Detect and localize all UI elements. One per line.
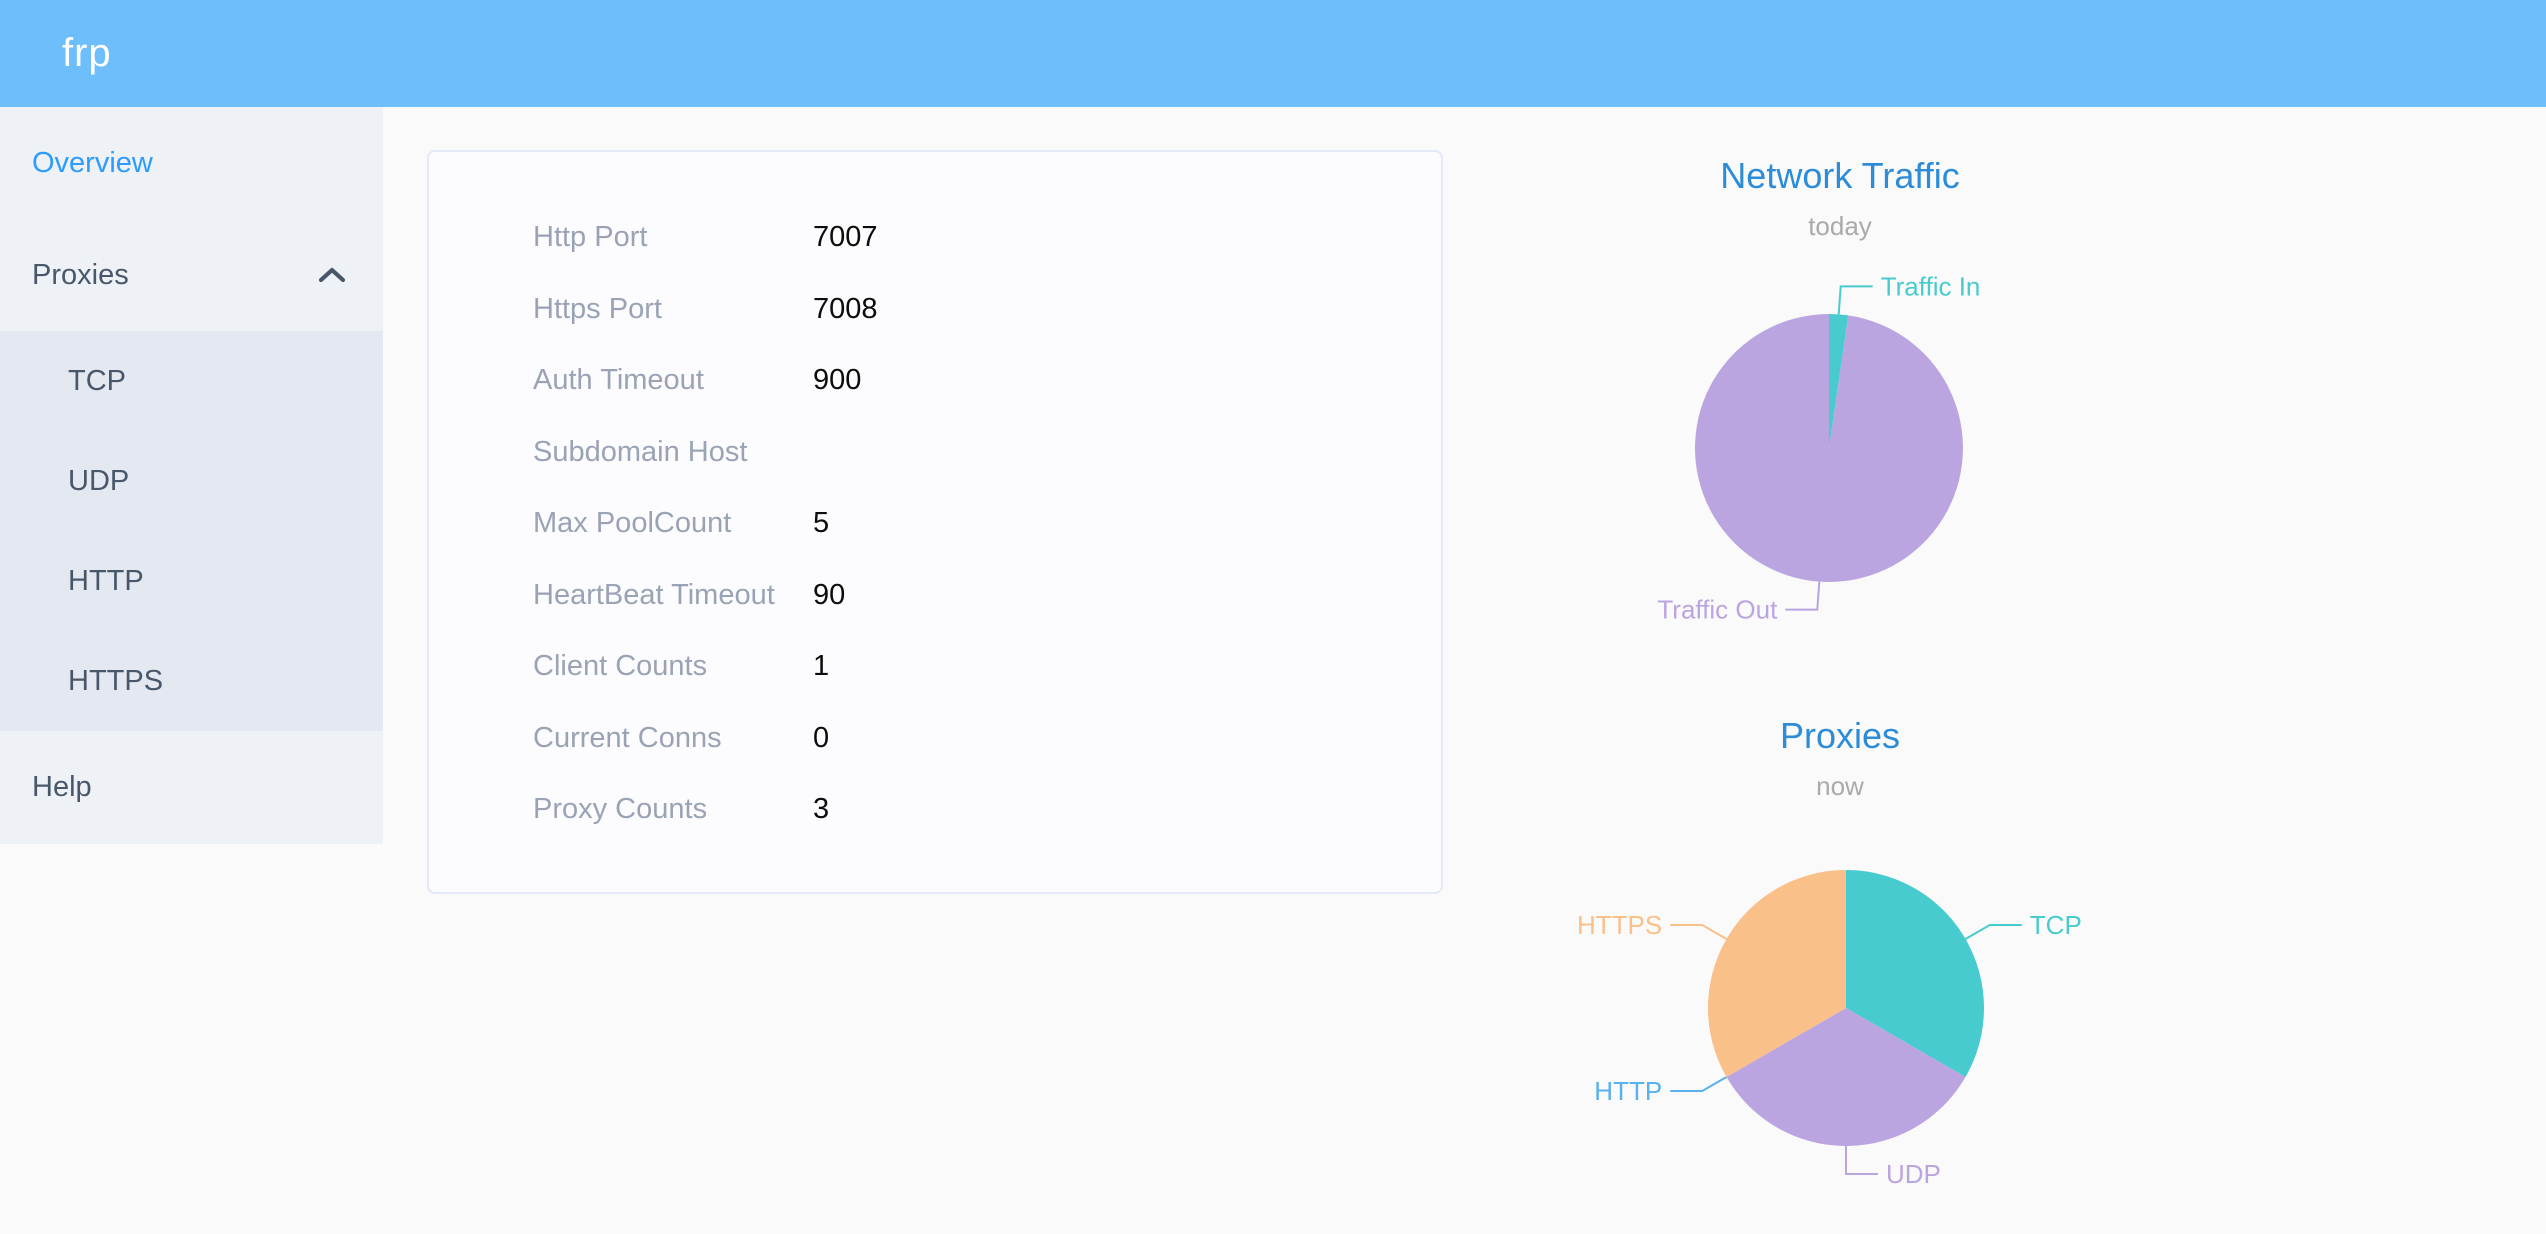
info-label: Proxy Counts (533, 793, 708, 826)
pie-label-traffic-in: Traffic In (1881, 271, 1981, 301)
info-row: Https Port 7008 (429, 274, 1441, 346)
info-value: 0 (813, 721, 830, 754)
network-traffic-chart-title: Network Traffic (1720, 155, 1960, 196)
app-header: frp (0, 0, 2546, 107)
info-value: 7007 (813, 221, 878, 254)
chevron-up-icon (318, 267, 346, 283)
sidebar-item-http[interactable]: HTTP (0, 531, 383, 631)
server-info-card: Http Port 7007 Https Port 7008 Auth Timeou… (427, 150, 1443, 894)
info-label: Current Conns (533, 721, 722, 754)
pie-slice-tcp[interactable] (1846, 870, 1984, 1077)
info-label: Http Port (533, 221, 648, 254)
frp-logo: frp (62, 31, 112, 75)
info-label: Auth Timeout (533, 364, 704, 397)
info-row: Max PoolCount 5 (429, 488, 1441, 560)
proxies-pie-chart[interactable]: TCP UDP HTTP HTTPS (1560, 820, 2120, 1234)
sidebar-item-label: TCP (68, 364, 126, 397)
info-label: Client Counts (533, 650, 708, 683)
pie-label-line-http (1670, 1076, 1727, 1092)
pie-label-line-traffic-in (1837, 285, 1873, 315)
info-row: Client Counts 1 (429, 631, 1441, 703)
pie-label-line-traffic-out (1785, 581, 1821, 611)
sidebar-item-label: Overview (32, 146, 153, 179)
sidebar-item-label: HTTPS (68, 664, 164, 697)
info-value: 3 (813, 793, 830, 826)
info-label: HeartBeat Timeout (533, 578, 775, 611)
sidebar-menu: Overview Proxies TCP UDP HTTP HTTPS Help (0, 107, 383, 844)
info-row: HeartBeat Timeout 90 (429, 560, 1441, 632)
pie-slice-traffic-out[interactable] (1694, 314, 1963, 582)
pie-label-traffic-out: Traffic Out (1657, 595, 1778, 625)
proxies-chart-subtitle: now (1816, 771, 1864, 801)
sidebar-item-udp[interactable]: UDP (0, 431, 383, 531)
sidebar-item-label: UDP (68, 464, 130, 497)
info-label: Subdomain Host (533, 435, 748, 468)
info-value: 7008 (813, 292, 878, 325)
pie-label-udp: UDP (1886, 1159, 1941, 1189)
info-row: Http Port 7007 (429, 202, 1441, 274)
info-row: Current Conns 0 (429, 703, 1441, 775)
info-label: Max PoolCount (533, 507, 732, 540)
sidebar-item-label: Help (32, 771, 92, 803)
sidebar-submenu-proxies: TCP UDP HTTP HTTPS (0, 331, 383, 731)
pie-label-line-udp (1845, 1146, 1878, 1175)
pie-label-line-https (1670, 924, 1727, 940)
pie-label-http: HTTP (1594, 1076, 1662, 1106)
network-traffic-chart-subtitle: today (1808, 211, 1872, 241)
network-traffic-pie-chart[interactable]: Traffic In Traffic Out (1560, 240, 2120, 660)
sidebar-item-help[interactable]: Help (0, 731, 383, 844)
info-value: 1 (813, 650, 830, 683)
sidebar-item-label: HTTP (68, 564, 144, 597)
info-value: 5 (813, 507, 830, 540)
pie-slice-traffic-in[interactable] (1829, 314, 1849, 448)
sidebar-item-proxies[interactable]: Proxies (0, 219, 383, 331)
sidebar-item-tcp[interactable]: TCP (0, 331, 383, 431)
pie-label-https: HTTPS (1577, 910, 1662, 940)
sidebar-item-https[interactable]: HTTPS (0, 631, 383, 731)
sidebar-item-label: Proxies (32, 258, 129, 291)
info-row: Proxy Counts 3 (429, 774, 1441, 846)
info-value: 900 (813, 364, 862, 397)
info-row: Subdomain Host (429, 417, 1441, 489)
proxies-chart-title: Proxies (1779, 715, 1901, 756)
pie-label-line-tcp (1965, 924, 2022, 940)
pie-slice-https[interactable] (1708, 870, 1846, 1077)
info-row: Auth Timeout 900 (429, 345, 1441, 417)
info-value: 90 (813, 578, 846, 611)
sidebar-item-overview[interactable]: Overview (0, 107, 383, 219)
pie-slice-udp[interactable] (1726, 1008, 1966, 1146)
info-label: Https Port (533, 292, 662, 325)
pie-label-tcp: TCP (2030, 910, 2082, 940)
